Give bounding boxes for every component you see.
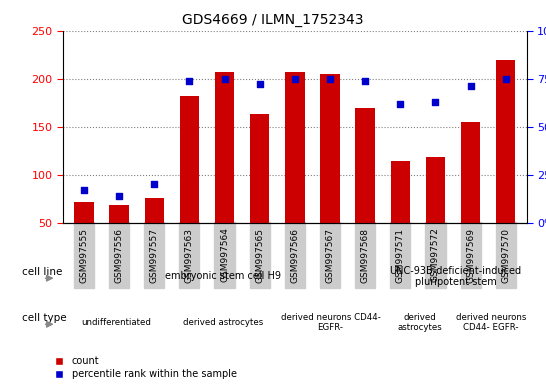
Text: derived neurons
CD44- EGFR-: derived neurons CD44- EGFR- xyxy=(456,313,526,332)
Point xyxy=(396,101,405,107)
Point xyxy=(290,76,299,82)
Point xyxy=(256,81,264,88)
Point xyxy=(80,187,88,193)
Point xyxy=(185,78,194,84)
Bar xyxy=(426,157,445,271)
Bar xyxy=(355,108,375,271)
Point xyxy=(466,83,475,89)
Point xyxy=(361,78,370,84)
Text: cell line: cell line xyxy=(22,267,62,277)
Bar xyxy=(496,61,515,271)
Point xyxy=(431,99,440,105)
Bar xyxy=(390,161,410,271)
Text: undifferentiated: undifferentiated xyxy=(81,318,151,327)
Bar xyxy=(109,205,129,271)
Bar xyxy=(215,72,234,271)
Bar xyxy=(250,114,269,271)
Point xyxy=(501,76,510,82)
Point xyxy=(150,181,158,187)
Point xyxy=(115,193,123,199)
Bar xyxy=(285,72,305,271)
Point xyxy=(220,76,229,82)
Text: embryonic stem cell H9: embryonic stem cell H9 xyxy=(165,271,281,281)
Bar xyxy=(461,122,480,271)
Bar xyxy=(145,198,164,271)
Bar xyxy=(180,96,199,271)
Text: derived
astrocytes: derived astrocytes xyxy=(397,313,442,332)
Bar xyxy=(321,74,340,271)
Text: UNC-93B-deficient-induced
pluripotent stem: UNC-93B-deficient-induced pluripotent st… xyxy=(389,266,521,287)
Point xyxy=(325,76,334,82)
Text: GDS4669 / ILMN_1752343: GDS4669 / ILMN_1752343 xyxy=(182,13,364,27)
Bar xyxy=(74,202,93,271)
Text: derived neurons CD44-
EGFR-: derived neurons CD44- EGFR- xyxy=(281,313,381,332)
Text: cell type: cell type xyxy=(22,313,67,323)
Text: derived astrocytes: derived astrocytes xyxy=(183,318,264,327)
Legend: count, percentile rank within the sample: count, percentile rank within the sample xyxy=(54,356,236,379)
